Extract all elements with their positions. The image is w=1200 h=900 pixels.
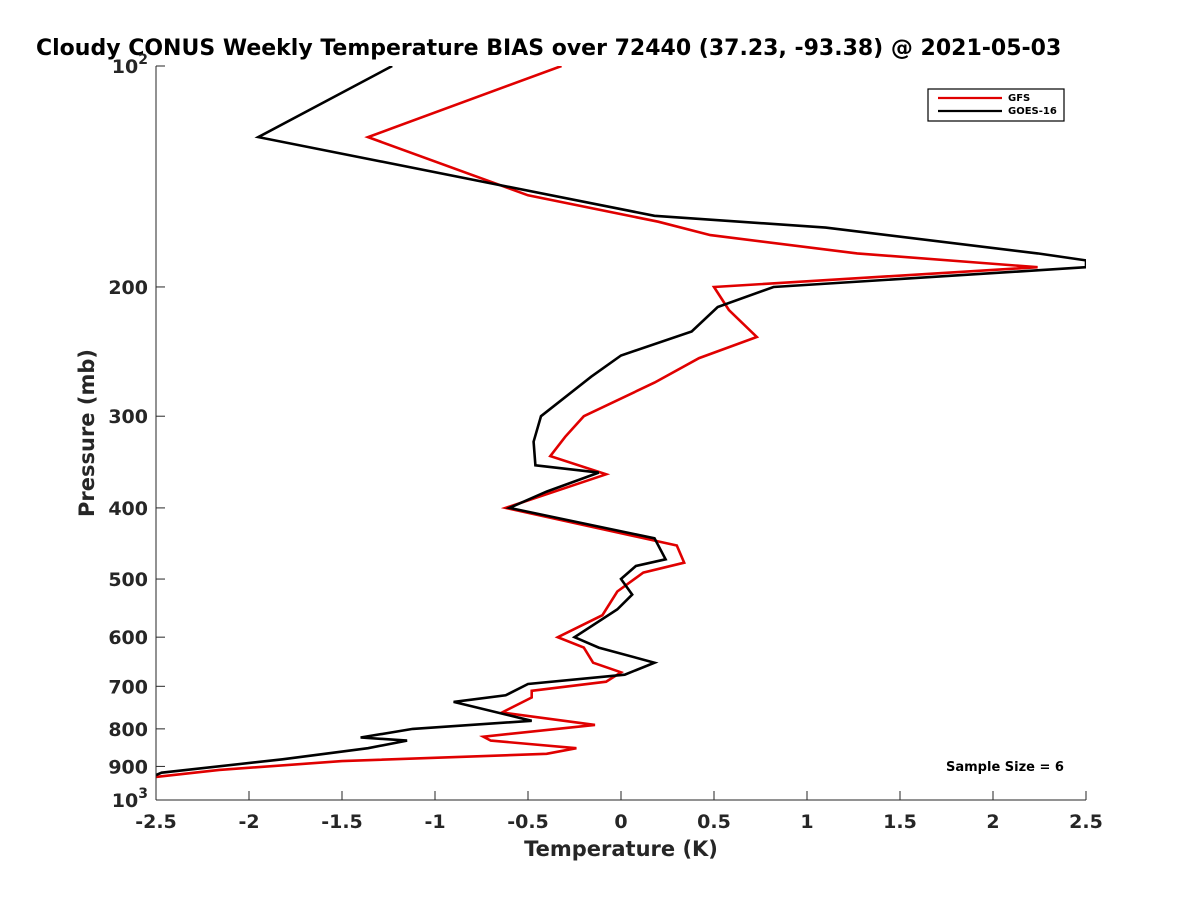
series-line-goes16 — [156, 66, 1086, 777]
chart-title: Cloudy CONUS Weekly Temperature BIAS ove… — [36, 36, 1061, 61]
series-layer — [156, 66, 1086, 779]
axes-layer — [155, 66, 1086, 801]
legend-label-gfs: GFS — [1008, 93, 1030, 104]
x-tick-label: 0 — [614, 811, 627, 833]
y-tick-label: 500 — [108, 569, 148, 591]
x-tick-label: -0.5 — [507, 811, 549, 833]
y-tick-label: 200 — [108, 277, 148, 299]
x-tick-label: -1 — [424, 811, 445, 833]
x-tick-label: 0.5 — [697, 811, 731, 833]
x-tick-label: 1.5 — [883, 811, 917, 833]
x-tick-label: -1.5 — [321, 811, 363, 833]
y-tick-label: 300 — [108, 406, 148, 428]
y-tick-label: 800 — [108, 719, 148, 741]
series-line-gfs — [156, 66, 1038, 779]
y-tick-label: 900 — [108, 756, 148, 778]
y-axis-label: Pressure (mb) — [75, 349, 99, 517]
y-tick-label: 400 — [108, 498, 148, 520]
y-tick-label: 102 — [112, 52, 148, 78]
y-tick-label: 103 — [112, 786, 148, 812]
x-ticks: -2.5 -2 -1.5 -1 -0.5 0 0.5 1 1.5 2 2.5 — [135, 791, 1103, 833]
x-tick-label: -2.5 — [135, 811, 177, 833]
legend-box — [927, 88, 1065, 122]
y-tick-label: 600 — [108, 627, 148, 649]
x-tick-label: 2.5 — [1069, 811, 1103, 833]
legend-label-goes16: GOES-16 — [1008, 106, 1057, 117]
y-ticks: 102 200 300 400 500 600 700 800 900 103 — [108, 52, 165, 812]
x-tick-label: 1 — [800, 811, 813, 833]
sample-size-note: Sample Size = 6 — [946, 760, 1064, 775]
x-tick-label: -2 — [238, 811, 259, 833]
x-axis-label: Temperature (K) — [524, 837, 718, 861]
y-tick-label: 700 — [108, 676, 148, 698]
x-tick-label: 2 — [986, 811, 999, 833]
legend: GFS GOES-16 — [927, 88, 1065, 122]
